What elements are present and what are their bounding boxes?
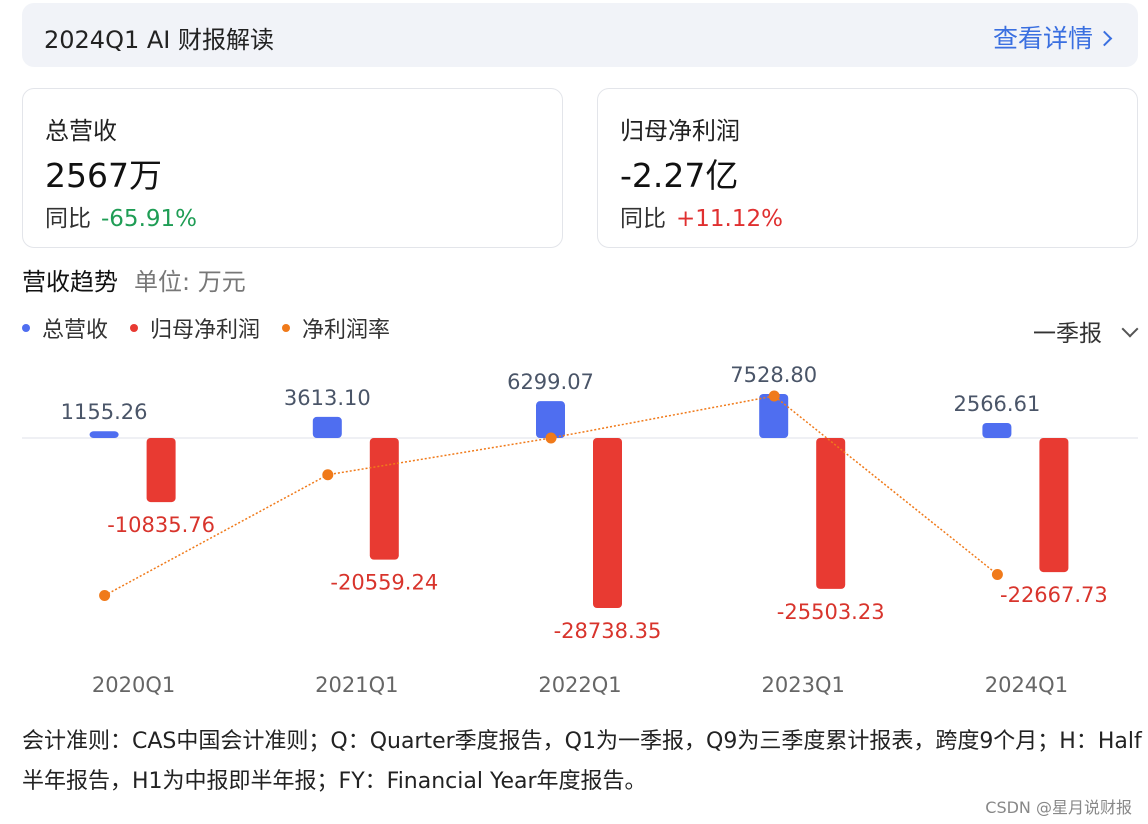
legend-dot-revenue (22, 324, 30, 332)
legend-label-net-margin: 净利润率 (302, 318, 391, 343)
view-details-link[interactable]: 查看详情 (992, 19, 1113, 55)
legend-dot-net-margin (282, 324, 291, 332)
legend-item-revenue[interactable]: 总营收 (22, 312, 108, 344)
x-tick-2022Q1: 2022Q1 (538, 673, 621, 697)
net-profit-label-2022Q1: -28738.35 (554, 619, 662, 643)
revenue-yoy-value: -65.91% (101, 206, 197, 232)
net-profit-bar-2023Q1 (816, 438, 846, 589)
legend-label-net-profit: 归母净利润 (150, 318, 261, 343)
accounting-footnote: 会计准则：CAS中国会计准则；Q：Quarter季度报告，Q1为一季报，Q9为三… (22, 729, 1142, 794)
net-margin-point-2023Q1 (768, 390, 780, 402)
section-title-text: 营收趋势 (22, 268, 118, 296)
revenue-bar-2023Q1 (759, 394, 789, 438)
view-details-label: 查看详情 (992, 24, 1093, 53)
net-profit-bar-2022Q1 (593, 438, 622, 608)
chart-legend: 总营收 归母净利润 净利润率 (22, 312, 412, 344)
x-tick-2020Q1: 2020Q1 (92, 673, 175, 697)
chevron-down-icon (1121, 320, 1139, 338)
revenue-bar-2022Q1 (536, 401, 565, 438)
revenue-label-2024Q1: 2566.61 (953, 392, 1040, 416)
revenue-trend-chart: 1155.26 -10835.76 2020Q1 3613.10 -20559.24 20… (22, 363, 1138, 697)
chevron-right-icon (1096, 30, 1113, 47)
revenue-bar-2020Q1 (89, 431, 119, 438)
section-title: 营收趋势 单位: 万元 (22, 262, 246, 297)
net-margin-point-2024Q1 (991, 569, 1003, 580)
legend-item-net-profit[interactable]: 归母净利润 (130, 312, 260, 344)
x-tick-2021Q1: 2021Q1 (315, 673, 398, 697)
net-profit-label-2024Q1: -22667.73 (1000, 583, 1108, 607)
net-profit-bar-2021Q1 (369, 438, 399, 560)
report-title: 2024Q1 AI 财报解读 (44, 26, 274, 54)
net-profit-bar-2020Q1 (146, 438, 176, 503)
net-profit-value: -2.27亿 (620, 156, 739, 195)
net-profit-card: 归母净利润 -2.27亿 同比 +11.12% (597, 88, 1138, 248)
revenue-yoy: 同比 -65.91% (45, 199, 197, 233)
net-profit-yoy-label: 同比 (620, 206, 666, 232)
period-select[interactable]: 一季报 (1033, 314, 1139, 348)
revenue-card: 总营收 2567万 同比 -65.91% (22, 88, 563, 248)
net-profit-yoy-value: +11.12% (676, 206, 783, 232)
revenue-value: 2567万 (45, 156, 162, 195)
net-profit-label-2023Q1: -25503.23 (777, 600, 885, 624)
period-select-value: 一季报 (1033, 321, 1102, 347)
legend-dot-net-profit (130, 324, 139, 332)
watermark: CSDN @星月说财报 (985, 798, 1132, 817)
x-tick-2024Q1: 2024Q1 (985, 673, 1068, 697)
x-tick-2023Q1: 2023Q1 (762, 673, 845, 697)
net-profit-bar-2024Q1 (1039, 438, 1069, 573)
report-header: 2024Q1 AI 财报解读 查看详情 (22, 3, 1138, 67)
revenue-label-2022Q1: 6299.07 (507, 370, 594, 394)
net-profit-yoy: 同比 +11.12% (620, 199, 783, 233)
revenue-label: 总营收 (45, 117, 117, 145)
revenue-yoy-label: 同比 (45, 206, 91, 232)
net-profit-label-2020Q1: -10835.76 (107, 513, 215, 537)
legend-label-revenue: 总营收 (42, 318, 109, 343)
revenue-bar-2021Q1 (312, 416, 342, 438)
net-margin-point-2022Q1 (545, 432, 557, 444)
net-profit-label-2021Q1: -20559.24 (330, 571, 438, 595)
net-margin-line (104, 395, 998, 597)
revenue-bar-2024Q1 (982, 423, 1012, 438)
net-margin-point-2021Q1 (322, 469, 334, 481)
legend-item-net-margin[interactable]: 净利润率 (282, 312, 390, 344)
revenue-label-2023Q1: 7528.80 (730, 363, 817, 387)
net-profit-label: 归母净利润 (620, 117, 740, 145)
revenue-label-2020Q1: 1155.26 (61, 400, 148, 424)
net-margin-point-2020Q1 (99, 590, 111, 601)
revenue-label-2021Q1: 3613.10 (284, 386, 371, 410)
section-unit: 单位: 万元 (134, 268, 246, 296)
